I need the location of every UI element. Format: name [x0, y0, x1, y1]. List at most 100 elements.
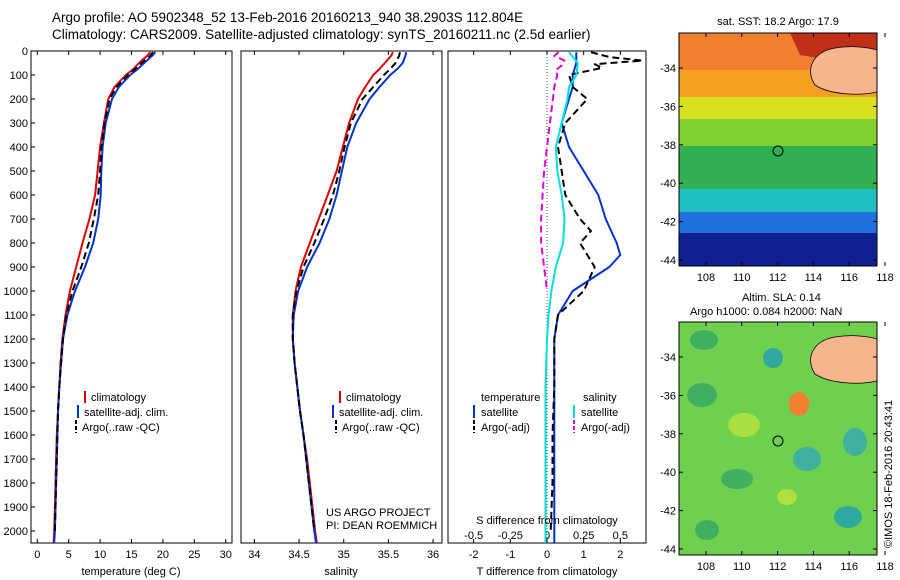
x-tick-label: 30: [220, 549, 232, 561]
legend-title-temperature: temperature: [481, 392, 540, 404]
sla-blob-high: [789, 392, 809, 416]
y-tick-label: 1500: [4, 406, 28, 418]
y-tick-label: 2000: [4, 526, 28, 538]
y-tick-label: 200: [10, 94, 28, 106]
lat-tick-label: -40: [660, 467, 676, 479]
series-line-argo-adj: [540, 51, 566, 292]
y-tick-label: 1700: [4, 454, 28, 466]
y-tick-label: 1600: [4, 430, 28, 442]
sla-blob: [843, 428, 867, 456]
lon-tick-label: 116: [840, 272, 858, 284]
sla-lon-ticks: 108 110 112 114 116 118: [697, 322, 894, 573]
salinity-series: [291, 51, 408, 543]
y-tick-label: 1400: [4, 382, 28, 394]
x-tick-label: 0: [544, 549, 550, 561]
sst-band-lightgreen: [679, 119, 877, 149]
x-tick-label: 5: [66, 549, 72, 561]
temperature-axis-label: temperature (deg C): [81, 566, 180, 578]
sst-band-darkblue: [679, 233, 877, 266]
sst-band-yellow: [679, 97, 877, 122]
x-tick-label: 1: [581, 549, 587, 561]
y-tick-label: 1800: [4, 478, 28, 490]
difference-legend: temperature salinity satellite Argo(-adj…: [473, 392, 630, 434]
series-line-satellite: [544, 51, 579, 543]
series-line-argo-adj: [549, 51, 644, 532]
y-tick-label: 300: [10, 118, 28, 130]
lat-tick-label: -34: [660, 63, 676, 75]
sla-blob: [728, 413, 760, 437]
x-tick-label: 10: [94, 549, 106, 561]
sst-band-blue: [679, 212, 877, 236]
x-tick-label: 36: [427, 549, 439, 561]
x2-tick-label: -0.5: [464, 530, 483, 542]
x-tick-label: 25: [188, 549, 200, 561]
series-line-satellite: [553, 52, 622, 543]
x-tick-label: 20: [157, 549, 169, 561]
legend-label-temp-satellite: satellite: [481, 407, 518, 419]
sla-map-title-line1: Altim. SLA: 0.14: [742, 292, 821, 304]
temperature-series: [52, 51, 157, 543]
sst-lat-ticks: -34 -36 -38 -40 -42 -44: [660, 63, 877, 267]
y-tick-label: 100: [10, 70, 28, 82]
credit-stamp: ©IMOS 18-Feb-2016 20:43:41: [883, 400, 895, 548]
legend-label-satellite: satellite-adj. clim.: [339, 407, 423, 419]
sla-blob: [834, 506, 862, 528]
sst-map-title: sat. SST: 18.2 Argo: 17.9: [717, 16, 839, 28]
salinity-legend: climatology satellite-adj. clim. Argo(..…: [332, 391, 423, 434]
lat-tick-label: -36: [660, 390, 676, 402]
legend-label-argo: Argo(..raw -QC): [82, 422, 160, 434]
y-tick-label: 1100: [4, 310, 28, 322]
legend-title-salinity: salinity: [583, 392, 617, 404]
difference-secondary-axis-label: S difference from climatology: [476, 515, 618, 527]
legend-label-climatology: climatology: [346, 392, 402, 404]
sla-map: [679, 322, 877, 555]
lat-tick-label: -34: [660, 352, 676, 364]
y-tick-label: 900: [10, 262, 28, 274]
sla-blob: [695, 520, 719, 540]
lat-tick-label: -38: [660, 140, 676, 152]
sst-band-green: [679, 146, 877, 192]
sst-band-cyan: [679, 189, 877, 215]
lon-tick-label: 112: [769, 561, 787, 573]
sla-argo-location-marker: [772, 435, 784, 447]
series-line-argo-raw-qc: [291, 51, 401, 532]
sst-map: [679, 33, 877, 266]
sla-blob: [763, 348, 783, 368]
y-tick-label: 400: [10, 142, 28, 154]
sla-blob: [687, 383, 717, 407]
lat-tick-label: -42: [660, 506, 676, 518]
sla-map-title-line2: Argo h1000: 0.084 h2000: NaN: [690, 306, 842, 318]
legend-label-satellite: satellite-adj. clim.: [84, 407, 168, 419]
x-tick-label: 35.5: [378, 549, 399, 561]
series-line-climatology: [52, 51, 152, 543]
x2-tick-label: 0: [544, 530, 550, 542]
lat-tick-label: -44: [660, 255, 676, 267]
lon-tick-label: 108: [697, 561, 715, 573]
lon-tick-label: 108: [697, 272, 715, 284]
sst-argo-location-marker: [772, 145, 784, 157]
legend-label-temp-argo: Argo(-adj): [481, 422, 530, 434]
lon-tick-label: 114: [805, 561, 823, 573]
lon-tick-label: 112: [769, 272, 787, 284]
temperature-legend: climatology satellite-adj. clim. Argo(..…: [75, 391, 168, 434]
salinity-axes-frame: [240, 50, 443, 544]
y-tick-label: 800: [10, 238, 28, 250]
sla-blob: [721, 469, 753, 489]
y-tick-label: 1300: [4, 358, 28, 370]
y-tick-label: 1200: [4, 334, 28, 346]
sla-land: [810, 335, 877, 384]
sla-blob: [793, 447, 821, 471]
lat-tick-label: -38: [660, 429, 676, 441]
figure-title-line1: Argo profile: AO 5902348_52 13-Feb-2016 …: [52, 10, 524, 25]
y-tick-label: 700: [10, 214, 28, 226]
x-tick-label: 15: [125, 549, 137, 561]
legend-label-sal-argo: Argo(-adj): [581, 422, 630, 434]
lon-tick-label: 116: [840, 561, 858, 573]
y-tick-label: 500: [10, 166, 28, 178]
x-tick-label: 0: [34, 549, 40, 561]
difference-x-ticks: -2 -1 0 1 2: [469, 51, 623, 561]
x2-tick-label: -0.25: [498, 530, 523, 542]
pi-label: PI: DEAN ROEMMICH: [326, 520, 437, 532]
y-tick-label: 0: [22, 46, 28, 58]
x-tick-label: 34: [248, 549, 260, 561]
